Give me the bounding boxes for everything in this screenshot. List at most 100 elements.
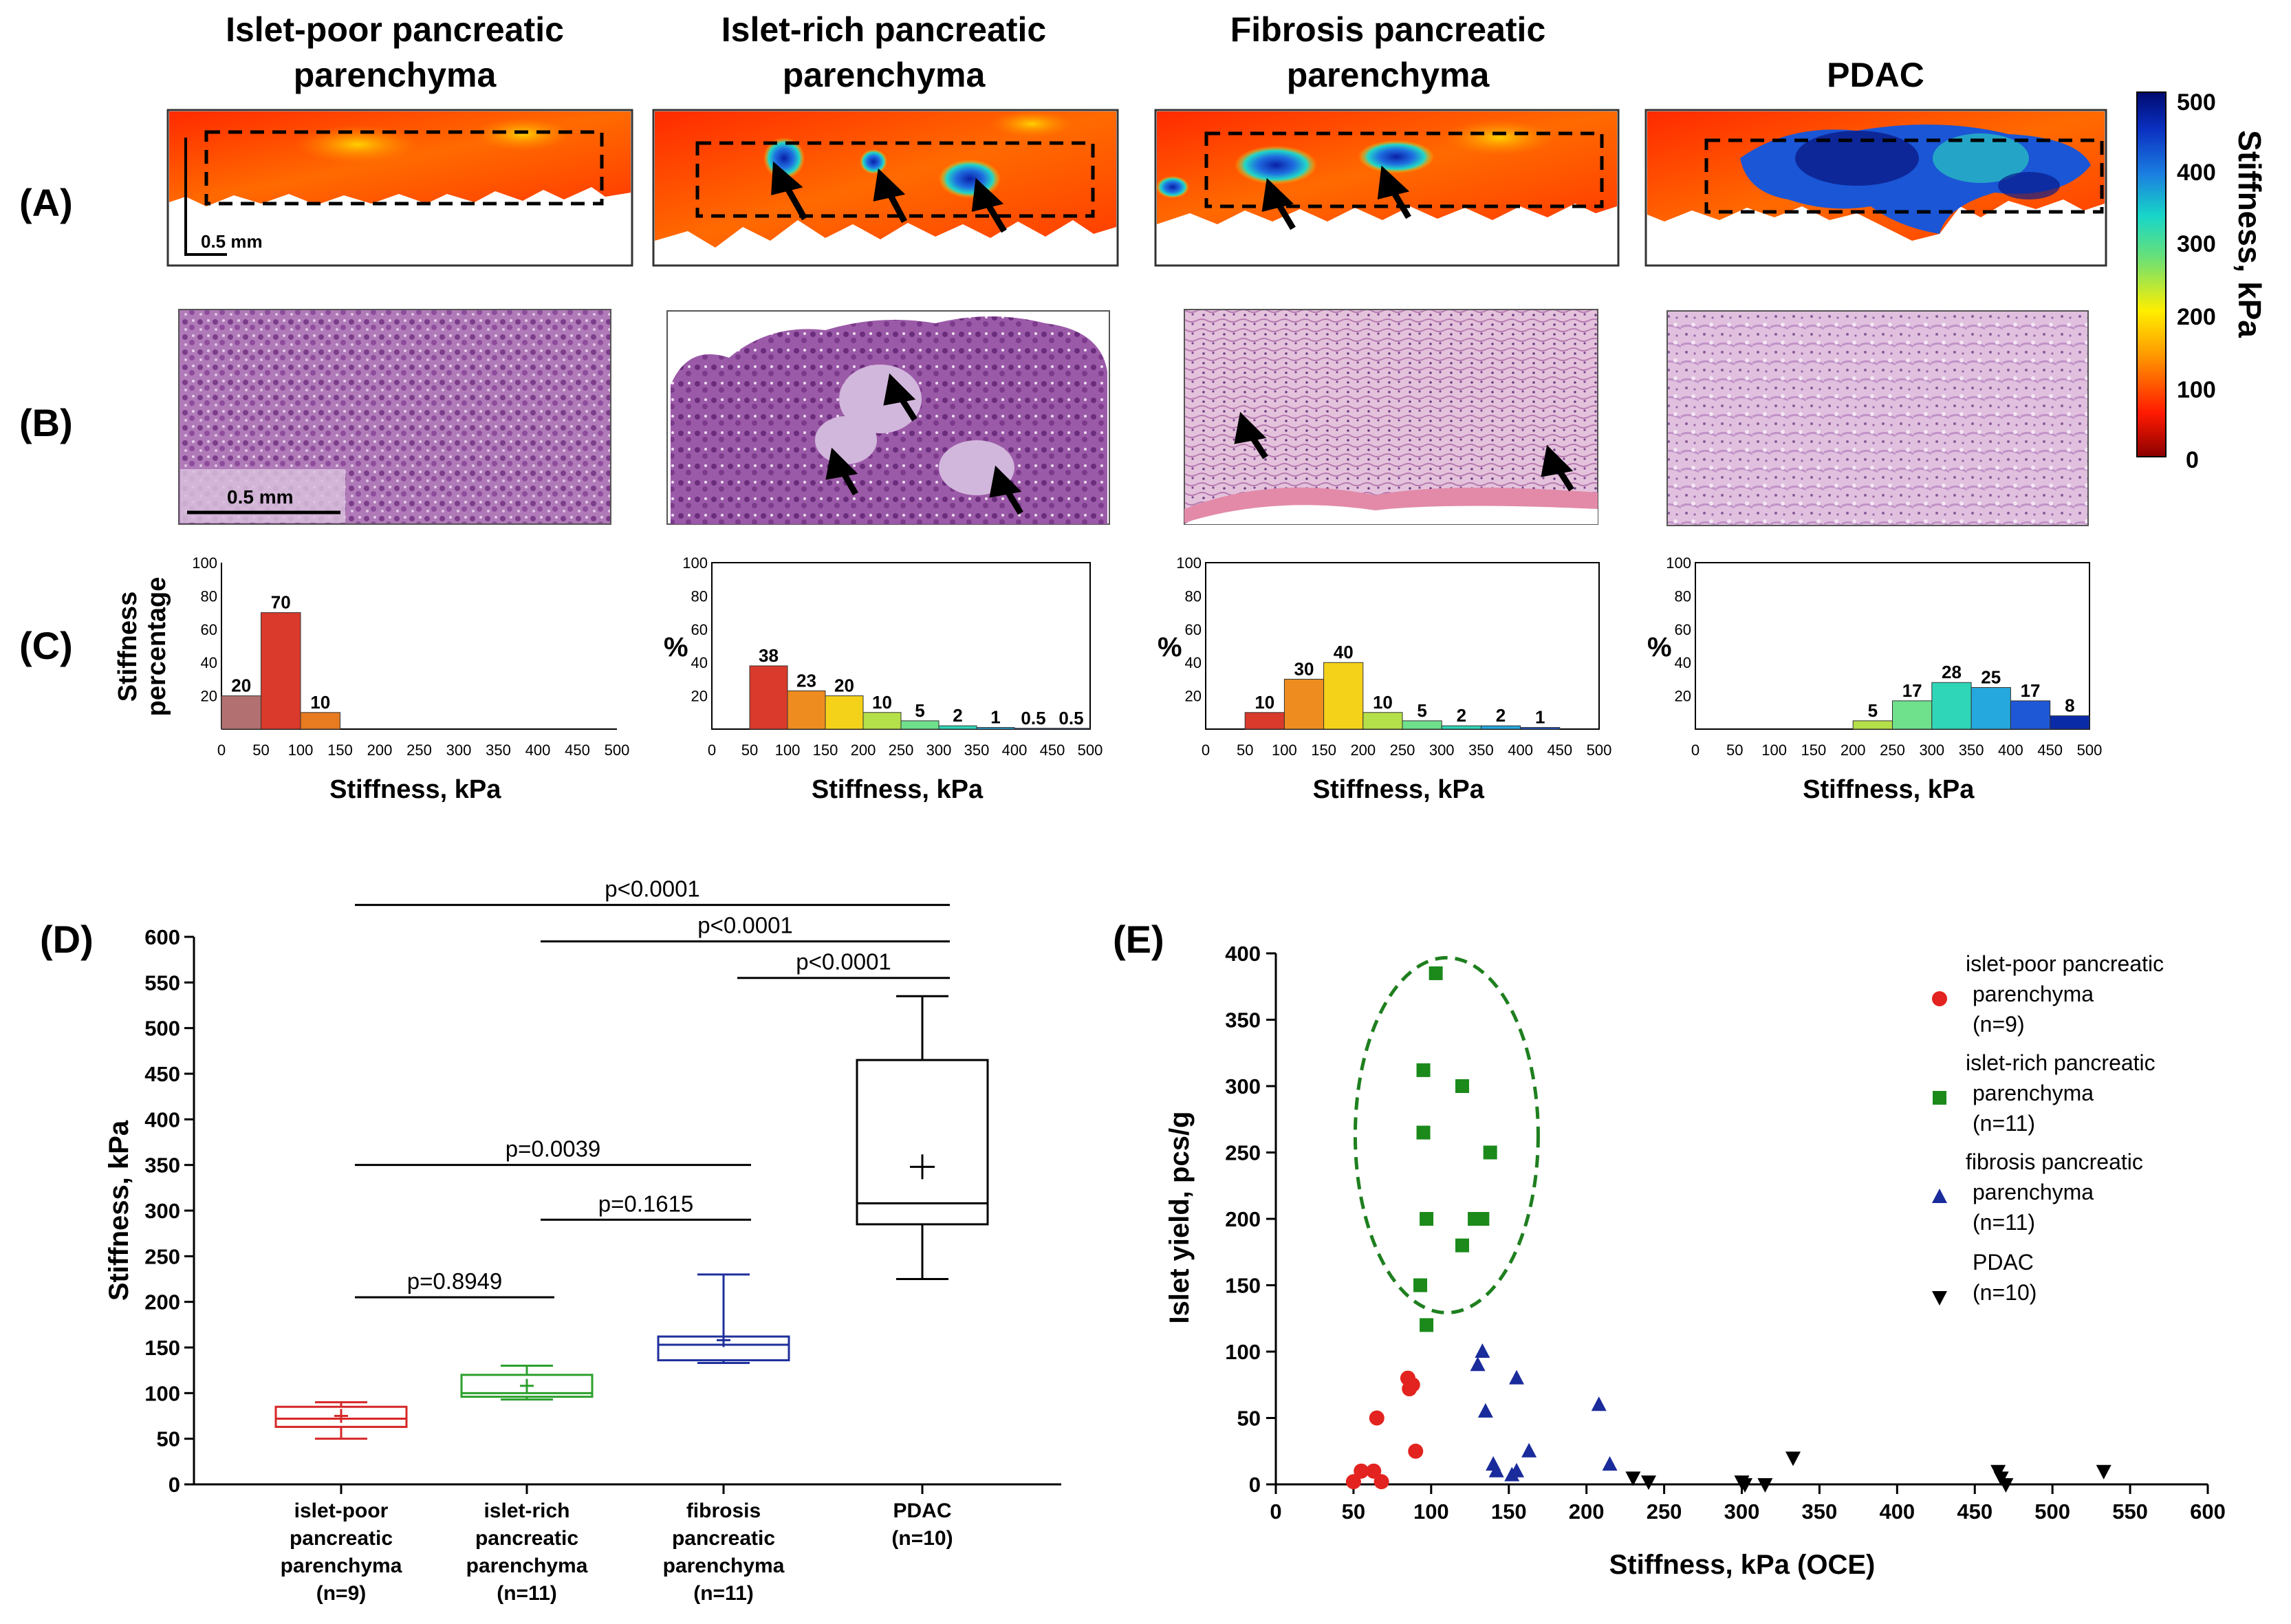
- colorbar-tick: 300: [2177, 231, 2216, 257]
- hist-bar: [2010, 700, 2051, 730]
- data-point: [1366, 1463, 1382, 1479]
- hist-bar: [862, 712, 902, 730]
- data-point: [1625, 1471, 1641, 1486]
- x-tick-label: 450: [1957, 1500, 1993, 1524]
- y-tick-label: 40: [201, 654, 217, 671]
- x-category-label: pancreatic: [475, 1527, 578, 1550]
- y-tick-label: 300: [1225, 1074, 1261, 1098]
- y-tick-label: 100: [1666, 554, 1691, 572]
- y-tick-label: 100: [682, 554, 708, 572]
- data-point: [1416, 1063, 1431, 1077]
- data-point: [1475, 1212, 1490, 1226]
- histology-image-4: [1666, 310, 2089, 526]
- legend-label: parenchyma: [1973, 982, 2094, 1006]
- y-tick-label: 200: [144, 1290, 180, 1314]
- x-tick-label: 250: [1390, 741, 1415, 759]
- box-iqr: [274, 1405, 408, 1428]
- data-point: [1354, 1463, 1369, 1479]
- data-point: [1737, 1478, 1753, 1493]
- y-tick-label: 450: [144, 1062, 180, 1086]
- x-tick-label: 50: [1237, 741, 1253, 759]
- x-tick-label: 50: [252, 741, 269, 759]
- x-tick-label: 250: [889, 741, 914, 759]
- x-tick-label: 300: [1429, 741, 1455, 759]
- boxplot-panel: 0 50 100 150 200 250 300 350 400 450 500 550 600 Stif…: [104, 876, 1061, 1605]
- row-label-a: (A): [19, 181, 73, 224]
- y-axis-label-line1: Stiffness: [113, 592, 142, 702]
- x-tick-label: 0: [708, 741, 716, 759]
- x-tick-label: 450: [1040, 741, 1065, 759]
- hist-bar: [1892, 700, 1933, 730]
- colorbar: 500 400 300 200 100 0 Stiffness, kPa: [2136, 89, 2268, 473]
- column-titles: Islet-poor pancreatic parenchyma Islet-r…: [226, 10, 1924, 94]
- scatter-series-4: [1625, 1451, 2111, 1493]
- x-category-label: (n=11): [693, 1582, 754, 1605]
- x-category-label: pancreatic: [290, 1527, 393, 1550]
- histology-image-2: [666, 310, 1110, 525]
- x-tick-label: 600: [2190, 1500, 2226, 1524]
- legend-label: fibrosis pancreatic: [1966, 1149, 2143, 1174]
- scatter-series-2: [1413, 966, 1497, 1332]
- x-tick-label: 300: [1919, 741, 1944, 759]
- p-value-label: p<0.0001: [697, 913, 793, 938]
- data-point: [1373, 1474, 1389, 1490]
- hist-bar: [300, 712, 340, 730]
- box-4: PDAC (n=10): [856, 995, 989, 1550]
- y-tick-label: 80: [1675, 587, 1691, 605]
- col3-title-line2: parenchyma: [1287, 56, 1490, 94]
- oce-map-1: 0.5 mm: [166, 109, 633, 267]
- hist-bar: [1362, 712, 1403, 730]
- legend-marker: [1932, 1291, 1947, 1306]
- x-tick-label: 400: [1879, 1500, 1915, 1524]
- x-category-label: parenchyma: [663, 1555, 785, 1577]
- hist-bar: [976, 727, 1015, 730]
- x-tick-label: 150: [1491, 1500, 1527, 1524]
- x-tick-label: 0: [1202, 741, 1210, 759]
- data-point: [1475, 1343, 1490, 1358]
- x-tick-label: 300: [926, 741, 952, 759]
- row-label-d: (D): [40, 918, 94, 961]
- histology-image-3: [1184, 309, 1598, 525]
- data-point: [1785, 1451, 1801, 1466]
- box-1: islet-poor pancreatic parenchyma (n=9): [274, 1401, 408, 1605]
- x-category-label: islet-poor: [294, 1500, 389, 1522]
- y-tick-label: 400: [144, 1107, 180, 1132]
- y-tick-label: 250: [144, 1244, 180, 1268]
- y-tick-label: 350: [1225, 1008, 1261, 1032]
- hist-bar-label: 2: [1457, 705, 1466, 726]
- box-2: islet-rich pancreatic parenchyma (n=11): [460, 1365, 594, 1605]
- p-value-label: p<0.0001: [796, 949, 891, 975]
- hist-bar: [749, 665, 788, 730]
- hist-bar-label: 25: [1981, 667, 2001, 688]
- colorbar-tick: 0: [2186, 447, 2199, 473]
- x-category-label: parenchyma: [281, 1555, 402, 1577]
- legend-label: (n=11): [1973, 1210, 2035, 1235]
- col1-title-line2: parenchyma: [294, 56, 497, 94]
- hist-bar: [1052, 728, 1091, 730]
- arrow-icon: [1234, 411, 1574, 492]
- x-tick-label: 100: [1272, 741, 1297, 759]
- hist-bar: [1014, 728, 1053, 730]
- x-tick-label: 0: [217, 741, 226, 759]
- legend-label: (n=10): [1973, 1280, 2037, 1305]
- hist-bar: [1283, 678, 1325, 730]
- x-category-label: fibrosis: [686, 1500, 761, 1522]
- hist-bar: [787, 690, 826, 730]
- hist-bar-label: 20: [231, 675, 251, 696]
- x-tick-label: 450: [1547, 741, 1572, 759]
- x-tick-label: 500: [1078, 741, 1103, 759]
- x-tick-label: 100: [288, 741, 314, 759]
- data-point: [1591, 1396, 1607, 1411]
- x-tick-label: 200: [367, 741, 393, 759]
- x-tick-label: 250: [1647, 1500, 1682, 1524]
- y-axis-label-line2: percentage: [142, 577, 171, 717]
- hist-bar: [1402, 720, 1442, 730]
- x-category-label: pancreatic: [672, 1527, 775, 1550]
- x-tick-label: 500: [2034, 1500, 2070, 1524]
- legend-label: PDAC: [1973, 1250, 2034, 1275]
- data-point: [1641, 1475, 1656, 1491]
- col1-title-line1: Islet-poor pancreatic: [226, 10, 564, 49]
- y-tick-label: 20: [1675, 688, 1691, 705]
